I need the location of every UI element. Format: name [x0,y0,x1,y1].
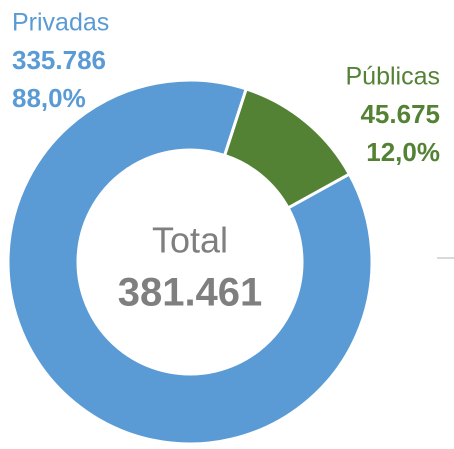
percentage-label: 88,0% [12,83,86,113]
category-label: Públicas [346,63,441,91]
slice [6,78,374,446]
category-label: Privadas [12,9,109,37]
slices [6,78,374,446]
value-label: 45.675 [360,99,440,129]
center-label: Total [152,220,228,261]
percentage-label: 12,0% [366,137,440,167]
value-label: 335.786 [12,45,106,75]
total-label: 381.461 [118,271,263,315]
slice [222,87,352,210]
